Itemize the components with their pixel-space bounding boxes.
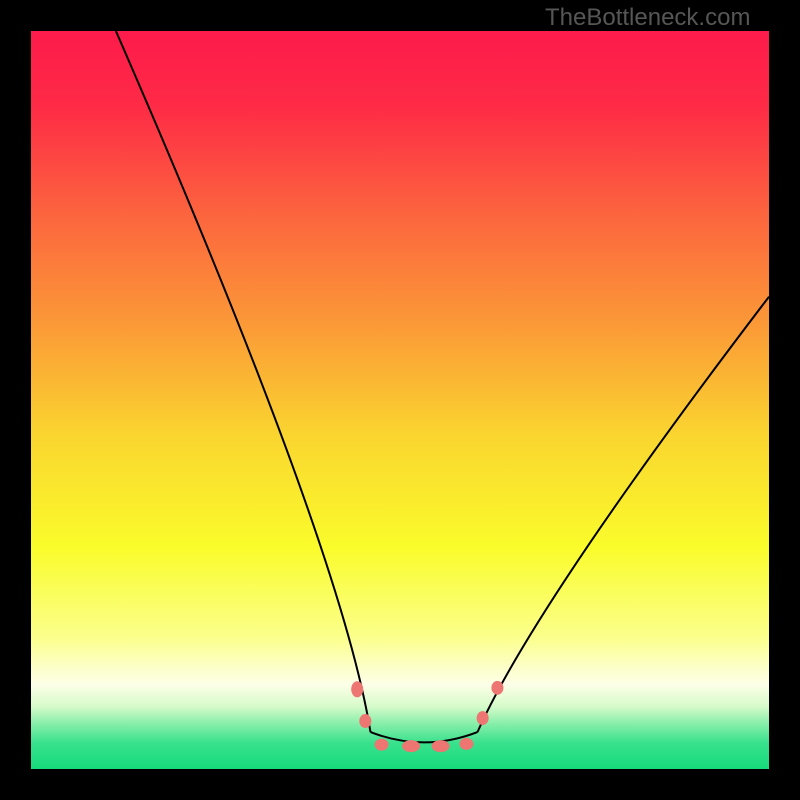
chart-svg bbox=[31, 31, 769, 769]
plot-area bbox=[31, 31, 769, 769]
watermark-text: TheBottleneck.com bbox=[545, 4, 750, 32]
chart-frame: TheBottleneck.com bbox=[0, 0, 800, 800]
